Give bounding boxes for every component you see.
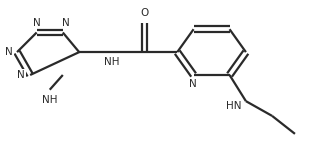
Text: HN: HN <box>227 101 242 111</box>
Text: NH: NH <box>104 57 119 67</box>
Text: N: N <box>33 18 41 28</box>
Text: N: N <box>189 79 197 89</box>
Text: NH: NH <box>42 95 57 105</box>
Text: N: N <box>5 47 13 57</box>
Text: O: O <box>140 8 149 18</box>
Text: N: N <box>17 70 25 80</box>
Text: N: N <box>62 18 70 28</box>
